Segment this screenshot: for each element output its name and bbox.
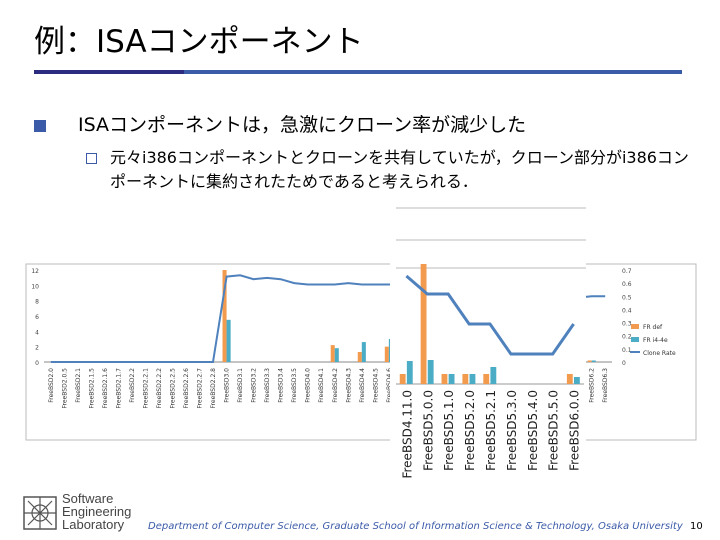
chart1-x-tick-label: FreeBSD4.5 [372,368,379,403]
chart1-x-tick-label: FreeBSD4.3 [345,368,352,403]
chart1-x-tick-label: FreeBSD2.2.8 [210,368,217,409]
hollow-square-bullet-icon [86,153,97,164]
logo-line: Laboratory [62,517,125,532]
page-number: 10 [690,521,703,532]
chart1-bar-fr-def [587,360,592,362]
logo-line: Software [62,491,114,506]
chart1-x-tick-label: FreeBSD2.2.7 [197,368,204,409]
chart2-bar-fr-i4 [490,367,497,384]
bullet-sub-text: 元々i386コンポーネントとクローンを共有していたが，クローン部分がi386コン… [110,148,689,191]
chart2-x-tick-label: FreeBSD4.11.0 [400,390,414,479]
chart1-bar-fr-i4 [226,319,231,362]
chart1-bar-fr-def [384,346,389,362]
chart1-x-tick-label: FreeBSD2.2.1 [142,368,149,409]
chart1-y-left-tick: 6 [35,314,39,321]
chart2-x-tick-label: FreeBSD5.5.0 [547,390,561,471]
chart1-y-right-tick: 0 [622,360,626,367]
chart1-x-tick-label: FreeBSD3.4 [278,368,285,403]
chart1-x-tick-label: FreeBSD4.2 [332,368,339,403]
chart2-bar-fr-i4 [427,360,434,384]
chart1-y-right-tick: 0.3 [622,321,632,328]
chart1-x-tick-label: FreeBSD4.1 [318,368,325,403]
chart1-x-tick-label: FreeBSD2.2 [129,368,136,403]
chart1-bar-fr-def [222,270,227,362]
chart2-bar-fr-def [566,374,573,384]
chart2-x-tick-label: FreeBSD5.1.0 [442,390,456,471]
lab-logo-text: Software Engineering Laboratory [62,492,131,531]
chart1-x-tick-label: FreeBSD4.0 [305,368,312,403]
chart2-bar-fr-i4 [406,361,413,384]
footer-text: Department of Computer Science, Graduate… [148,521,683,532]
chart1-y-left-tick: 12 [31,268,39,275]
chart1-x-tick-label: FreeBSD3.2 [251,368,258,403]
chart1-bar-fr-i4 [361,342,366,362]
chart2-bar-fr-i4 [573,377,580,384]
chart1-x-tick-label: FreeBSD2.0.5 [61,368,68,409]
chart2-bar-fr-def [462,374,469,384]
chart1-legend-label: Clone Rate [643,350,676,357]
chart2-clone-rate-line [405,274,575,356]
chart1-x-tick-label: FreeBSD2.1 [75,368,82,403]
chart1-x-tick-label: FreeBSD6.2 [589,368,596,403]
square-bullet-icon [34,120,46,132]
chart2-x-tick-label: FreeBSD5.3.0 [505,390,519,471]
chart1-x-tick-label: FreeBSD2.2.5 [169,368,176,409]
chart1-x-tick-label: FreeBSD6.3 [602,368,609,403]
chart1-y-right-tick: 0.7 [622,268,632,275]
logo-line: Engineering [62,504,132,519]
chart1-y-right-tick: 0.1 [622,347,632,354]
chart2-bar-fr-i4 [469,374,476,384]
bullet-main-text: ISAコンポーネントは，急激にクローン率が減少した [78,114,527,136]
title-underline-accent [34,70,184,74]
chart1-frame [25,263,697,441]
chart1-bar-fr-i4 [591,360,596,362]
slide-title: 例：ISAコンポーネント [34,24,364,60]
chart2-x-tick-label: FreeBSD5.2.1 [484,390,498,471]
chart1-x-tick-label: FreeBSD4.4 [359,368,366,403]
chart1-x-tick-label: FreeBSD3.1 [237,368,244,403]
chart1-x-tick-label: FreeBSD2.0 [48,368,55,403]
chart2-x-tick-label: FreeBSD6.0.0 [568,390,582,471]
chart1-x-tick-label: FreeBSD3.5 [291,368,298,403]
chart1-y-left-tick: 8 [35,299,39,306]
chart1-y-left-tick: 4 [35,329,39,336]
chart2-bar-fr-def [441,374,448,384]
chart1-x-tick-label: FreeBSD2.1.7 [115,368,122,409]
chart1-y-right-tick: 0.2 [622,334,632,341]
chart1-bar-fr-def [357,352,362,362]
chart1-x-tick-label: FreeBSD2.2.2 [156,368,163,409]
chart1-x-tick-label: FreeBSD3.0 [224,368,231,403]
chart1-y-right-tick: 0.4 [622,307,632,314]
chart2-x-tick-label: FreeBSD5.0.0 [421,390,435,471]
chart1-bar-fr-i4 [334,348,339,362]
chart1-y-left-tick: 10 [31,283,39,290]
chart2-x-tick-label: FreeBSD5.2.0 [463,390,477,471]
chart1-x-tick-label: FreeBSD2.1.5 [88,368,95,409]
chart2-bar-fr-def [420,264,427,384]
chart1-y-left-tick: 0 [35,360,39,367]
chart1-x-tick-label: FreeBSD3.3 [264,368,271,403]
title-underline [34,70,682,74]
chart1-x-tick-label: FreeBSD2.1.6 [102,368,109,409]
lab-logo-icon [23,496,57,530]
chart1-legend-label: FR def [643,324,663,331]
chart1-legend-swatch [631,324,639,329]
chart1-x-tick-label: FreeBSD2.2.6 [183,368,190,409]
chart1-x-tick-label: FreeBSD4.6 [386,368,393,403]
chart2-bar-fr-def [399,374,406,384]
chart2-bar-fr-i4 [448,374,455,384]
chart1-y-left-tick: 2 [35,345,39,352]
chart1-y-right-tick: 0.6 [622,281,632,288]
chart1-y-right-tick: 0.5 [622,294,632,301]
chart1-legend-swatch [631,337,639,342]
chart2-x-tick-label: FreeBSD5.4.0 [526,390,540,471]
chart2-bar-fr-def [483,374,490,384]
chart1-bar-fr-def [330,345,335,362]
chart1-legend-label: FR i4-4e [643,337,668,344]
